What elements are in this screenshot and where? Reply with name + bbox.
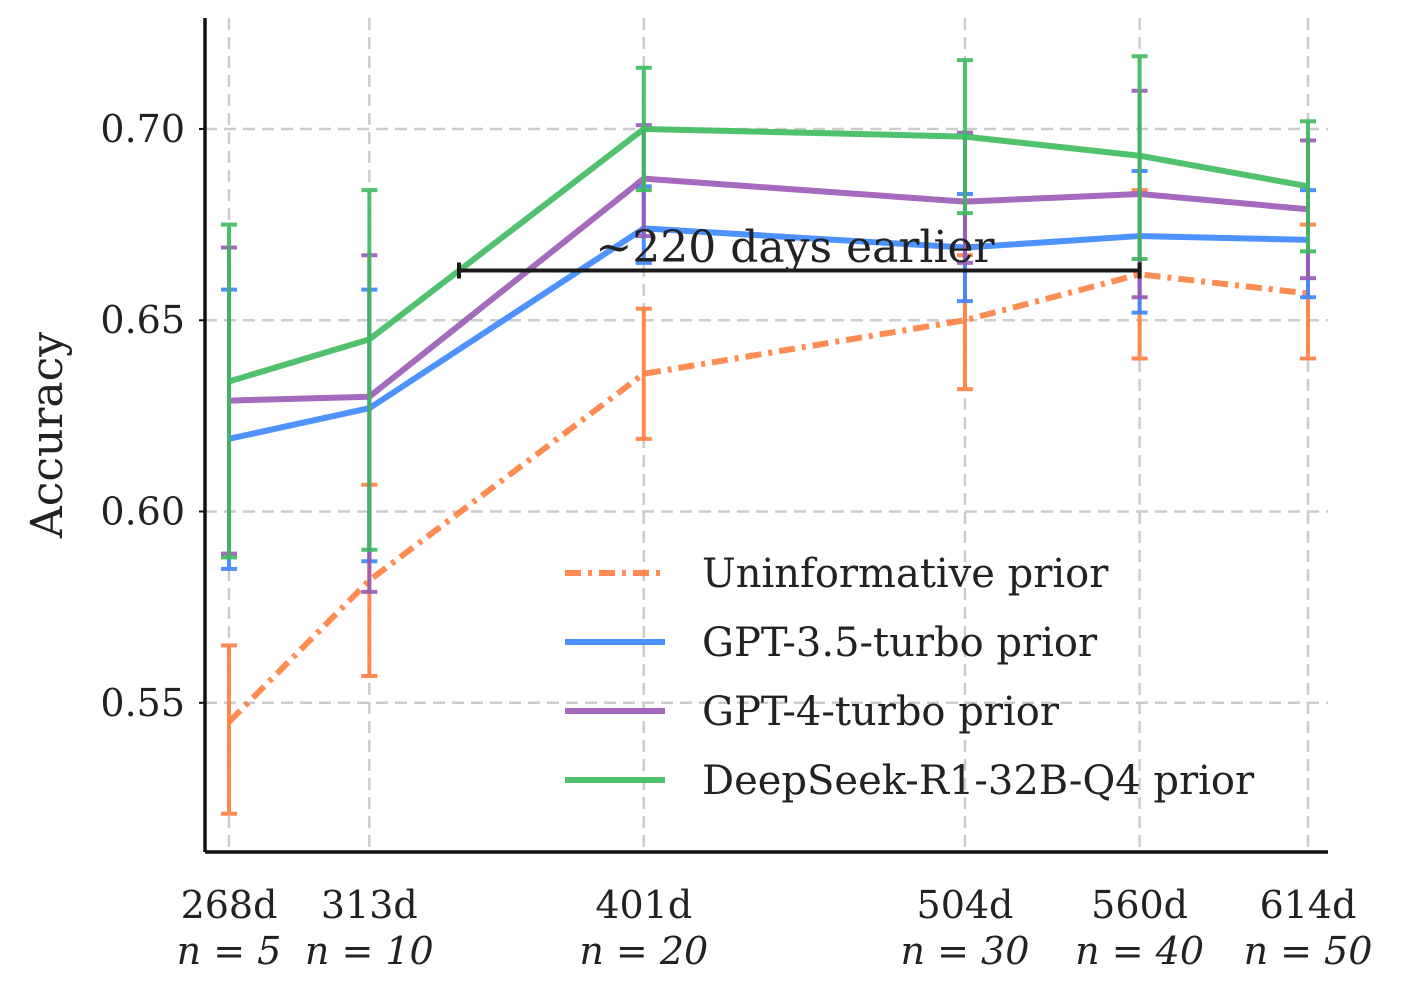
x-tick-label-days: 313d: [321, 883, 418, 927]
series-line: [228, 175, 1309, 404]
data-point: [963, 318, 967, 322]
x-tick-label-n: n = 20: [579, 929, 708, 973]
x-tick-label-n: n = 50: [1244, 929, 1373, 973]
legend-item: DeepSeek-R1-32B-Q4 prior: [565, 758, 1255, 804]
legend-label: Uninformative prior: [702, 551, 1109, 597]
x-tick-label-days: 401d: [595, 883, 692, 927]
error-bar: [361, 188, 378, 552]
x-tick-label-days: 504d: [917, 883, 1014, 927]
series-layer: [221, 54, 1316, 816]
series-3: [221, 54, 1316, 560]
annotation-layer: ∼220 days earlier: [457, 222, 1142, 279]
y-tick-label: 0.65: [100, 298, 185, 342]
y-axis-label: Accuracy: [22, 332, 73, 539]
annotation: ∼220 days earlier: [457, 222, 1142, 279]
legend: Uninformative prior GPT-3.5-turbo prior GP…: [565, 551, 1255, 804]
series-line: [228, 225, 1309, 442]
annotation-text: ∼220 days earlier: [595, 222, 995, 273]
legend-item: Uninformative prior: [565, 551, 1109, 597]
legend-label: GPT-4-turbo prior: [702, 689, 1060, 735]
y-ticks: 0.55 0.60 0.65 0.70: [100, 107, 205, 725]
data-point: [642, 372, 646, 376]
series-2: [221, 88, 1316, 594]
x-tick-label-days: 614d: [1260, 883, 1357, 927]
axes: [203, 18, 1328, 854]
legend-item: GPT-4-turbo prior: [565, 689, 1060, 735]
data-point: [227, 379, 231, 383]
x-tick-label-n: n = 5: [177, 929, 282, 973]
data-point: [1138, 154, 1142, 158]
y-tick-label: 0.55: [100, 681, 185, 725]
legend-label: GPT-3.5-turbo prior: [702, 620, 1098, 666]
x-tick-label-n: n = 10: [305, 929, 434, 973]
data-point: [642, 127, 646, 131]
legend-label: DeepSeek-R1-32B-Q4 prior: [702, 758, 1255, 804]
y-tick-label: 0.70: [100, 107, 185, 151]
series-line: [226, 271, 1309, 725]
x-tick-label-days: 268d: [181, 883, 278, 927]
data-point: [367, 337, 371, 341]
error-bar: [221, 643, 237, 816]
y-tick-label: 0.60: [100, 490, 185, 534]
x-tick-label-n: n = 40: [1075, 929, 1204, 973]
legend-item: GPT-3.5-turbo prior: [565, 620, 1098, 666]
error-bar: [221, 222, 237, 560]
data-point: [1306, 184, 1310, 188]
data-point: [963, 135, 967, 139]
data-point: [227, 720, 231, 724]
x-tick-label-n: n = 30: [901, 929, 1030, 973]
series-line: [228, 125, 1309, 385]
x-tick-label-days: 560d: [1091, 883, 1188, 927]
